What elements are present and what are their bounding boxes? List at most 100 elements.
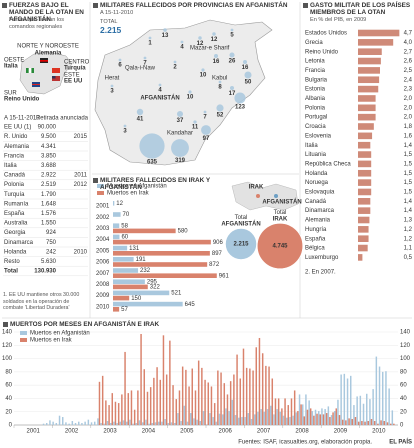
- map-total-title: TOTAL: [100, 19, 118, 25]
- table-cell: 90.000: [38, 125, 57, 131]
- province-bubble: [234, 92, 246, 104]
- bar: [113, 239, 211, 245]
- bar: [330, 415, 333, 425]
- table-cell: Total: [4, 269, 18, 275]
- province-bubble: [243, 60, 247, 64]
- bar: [372, 389, 374, 425]
- bar: [284, 398, 286, 425]
- table-header: Retirada anunciada: [36, 116, 89, 122]
- bar: [386, 422, 389, 425]
- spend-subtitle: En % del PIB, en 2009: [310, 17, 367, 23]
- bar: [234, 415, 237, 425]
- category-label: Croacia: [305, 124, 326, 130]
- bar: [322, 414, 325, 425]
- bar: [116, 423, 118, 425]
- legend-swatch: [97, 184, 104, 188]
- bar: [313, 415, 315, 425]
- place-label: AFGANISTÁN: [140, 95, 179, 102]
- province-bubble: [143, 56, 147, 60]
- table-cell: Canadá: [4, 173, 26, 179]
- bar: [189, 413, 192, 425]
- category-label: Canadá: [305, 199, 327, 205]
- bar: [113, 301, 183, 307]
- bar: [196, 419, 198, 425]
- bar: [358, 160, 372, 168]
- flag-tr: [52, 68, 60, 73]
- bar: [364, 421, 366, 425]
- bar: [141, 422, 144, 425]
- bar: [319, 414, 322, 425]
- bar: [172, 385, 174, 425]
- table-cell: 750: [46, 240, 57, 246]
- legend-swatch: [20, 331, 27, 335]
- place-label: Mazar-e Sharif: [190, 46, 230, 52]
- bar: [353, 405, 355, 425]
- province-value: 12: [197, 41, 204, 47]
- bar: [151, 423, 154, 425]
- y-tick-label: 140: [400, 330, 411, 336]
- category-label: Bulgaria: [305, 77, 328, 83]
- map-label: AFGANISTÁN: [262, 199, 301, 206]
- bar: [105, 400, 107, 425]
- bar: [153, 377, 155, 425]
- table-cell: Australia: [4, 221, 28, 227]
- bar: [113, 251, 210, 256]
- bar: [191, 368, 193, 425]
- y-tick-label: 140: [2, 330, 13, 336]
- bar: [71, 421, 74, 425]
- value-label: 2,4: [404, 77, 413, 83]
- value-label: 0,5: [404, 255, 413, 261]
- bar: [359, 395, 362, 425]
- province-value: 123: [235, 105, 246, 111]
- value-label: 70: [123, 212, 130, 218]
- legend-label: Muertos en Afganistán: [107, 184, 167, 190]
- bar: [279, 411, 282, 425]
- category-label: Grecia: [305, 40, 323, 46]
- province-bubble: [139, 133, 165, 159]
- bar: [181, 366, 184, 425]
- bar: [158, 421, 160, 425]
- category-label: España: [305, 236, 326, 242]
- bar: [68, 423, 70, 425]
- province-value: 2: [173, 64, 177, 70]
- bar: [58, 415, 61, 425]
- value-label: 2,0: [404, 115, 413, 121]
- bar: [117, 403, 120, 425]
- category-label: Eslovaquia: [305, 190, 335, 196]
- bar: [311, 411, 314, 425]
- bar: [285, 417, 288, 425]
- value-label: 12: [116, 201, 123, 207]
- table-cell: Dinamarca: [4, 240, 34, 246]
- bar: [49, 420, 51, 425]
- year-label: 2010: [96, 304, 110, 310]
- place-label: Qala-i-Naw: [125, 66, 156, 72]
- x-tick-label: 2007: [257, 429, 271, 435]
- bar: [346, 378, 349, 425]
- table-cell: 9.500: [41, 134, 57, 140]
- bar: [378, 366, 381, 425]
- value-label: 295: [147, 279, 158, 285]
- bar: [358, 29, 400, 37]
- province-bubble: [230, 28, 234, 32]
- bar: [373, 421, 376, 425]
- bar: [297, 411, 299, 425]
- bar: [358, 39, 394, 46]
- bar: [358, 169, 372, 177]
- province-bubble: [123, 124, 127, 128]
- category-label: Dinamarca: [305, 208, 335, 214]
- bar: [367, 421, 370, 425]
- region-area: NORTE Y NOROESTE: [17, 44, 79, 50]
- bar: [381, 371, 384, 425]
- bar: [100, 423, 102, 425]
- region-area: OESTE: [4, 58, 24, 64]
- bar: [388, 388, 390, 425]
- value-label: 4,7: [404, 31, 413, 37]
- bar: [358, 141, 371, 149]
- bar: [206, 424, 208, 425]
- region-country: Reino Unido: [4, 97, 40, 103]
- place-label: Kandahar: [167, 131, 193, 137]
- bar: [361, 421, 363, 425]
- value-label: 1,5: [404, 152, 413, 158]
- y-tick-label: 80: [5, 369, 12, 375]
